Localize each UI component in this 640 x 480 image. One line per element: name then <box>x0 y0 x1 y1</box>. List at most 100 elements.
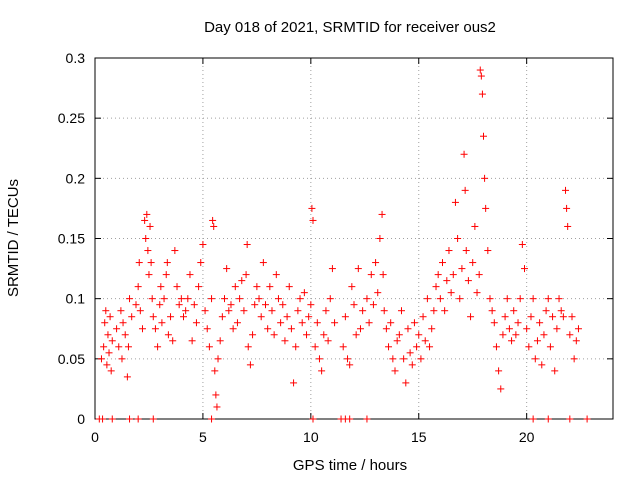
data-point <box>508 337 516 345</box>
data-point <box>126 295 134 303</box>
data-point <box>221 295 228 303</box>
data-point <box>311 343 319 351</box>
data-point <box>195 283 203 291</box>
data-point <box>144 247 152 255</box>
data-point <box>128 313 136 321</box>
data-point <box>268 307 276 315</box>
data-point <box>473 289 481 297</box>
data-point <box>475 271 483 279</box>
data-point <box>107 367 115 375</box>
data-point <box>119 319 127 327</box>
data-point <box>99 415 107 423</box>
y-tick-label: 0.2 <box>66 170 86 186</box>
data-point <box>432 283 440 291</box>
x-axis-title: GPS time / hours <box>293 457 407 474</box>
data-point <box>106 313 114 321</box>
data-point <box>201 307 209 315</box>
data-point <box>476 66 484 74</box>
data-point <box>536 319 544 327</box>
data-point <box>447 289 455 297</box>
data-point <box>141 216 149 224</box>
data-point <box>553 325 561 333</box>
data-point <box>458 265 466 273</box>
data-point <box>374 289 382 297</box>
data-point <box>406 349 414 357</box>
y-tick-label: 0 <box>77 411 85 427</box>
data-point <box>262 301 270 309</box>
data-point <box>445 247 453 255</box>
data-point <box>227 301 235 309</box>
data-point <box>482 204 490 212</box>
data-point <box>369 301 377 309</box>
data-point <box>461 186 469 194</box>
data-point <box>184 295 192 303</box>
data-point <box>255 295 263 303</box>
x-tick-label: 5 <box>199 429 207 445</box>
data-point <box>449 271 457 279</box>
data-point <box>148 295 156 303</box>
data-point <box>359 307 367 315</box>
data-point <box>188 337 196 345</box>
data-point <box>298 319 306 327</box>
data-point <box>287 325 295 333</box>
data-points <box>95 66 591 423</box>
data-point <box>544 415 552 423</box>
data-point <box>523 325 531 333</box>
data-point <box>551 367 559 375</box>
data-point <box>322 307 330 315</box>
data-point <box>555 295 563 303</box>
data-point <box>156 301 164 309</box>
data-point <box>471 222 479 230</box>
data-point <box>516 295 524 303</box>
data-point <box>229 325 237 333</box>
data-point <box>326 295 334 303</box>
grid-lines <box>95 58 613 419</box>
data-point <box>495 367 503 375</box>
data-point <box>348 283 356 291</box>
data-point <box>157 283 165 291</box>
data-point <box>151 325 159 333</box>
data-point <box>160 295 168 303</box>
data-point <box>469 259 477 267</box>
data-point <box>305 313 313 321</box>
data-point <box>259 259 267 267</box>
data-point <box>505 325 513 333</box>
data-point <box>499 331 507 339</box>
data-point <box>419 313 427 321</box>
data-point <box>186 271 194 279</box>
data-point <box>415 331 423 339</box>
y-axis-title: SRMTID / TECUs <box>5 179 22 297</box>
data-point <box>462 247 470 255</box>
data-point <box>213 403 221 411</box>
data-point <box>341 313 349 321</box>
data-point <box>164 331 172 339</box>
data-point <box>136 307 144 315</box>
data-point <box>379 271 387 279</box>
data-point <box>451 198 459 206</box>
data-point <box>568 313 576 321</box>
data-point <box>313 319 321 327</box>
data-point <box>503 295 511 303</box>
data-point <box>203 325 211 333</box>
data-point <box>557 307 565 315</box>
data-point <box>285 283 293 291</box>
data-point <box>197 259 205 267</box>
data-point <box>309 216 317 224</box>
data-point <box>208 295 216 303</box>
data-point <box>115 343 123 351</box>
data-point <box>529 295 537 303</box>
data-point <box>233 319 241 327</box>
data-point <box>132 301 140 309</box>
data-point <box>331 319 339 327</box>
data-point <box>266 283 274 291</box>
data-point <box>365 319 373 327</box>
data-point <box>242 271 250 279</box>
data-point <box>209 216 217 224</box>
data-point <box>376 235 384 242</box>
data-point <box>126 415 134 423</box>
data-point <box>484 247 492 255</box>
data-point <box>205 343 213 351</box>
data-point <box>549 313 557 321</box>
data-point <box>344 355 352 363</box>
